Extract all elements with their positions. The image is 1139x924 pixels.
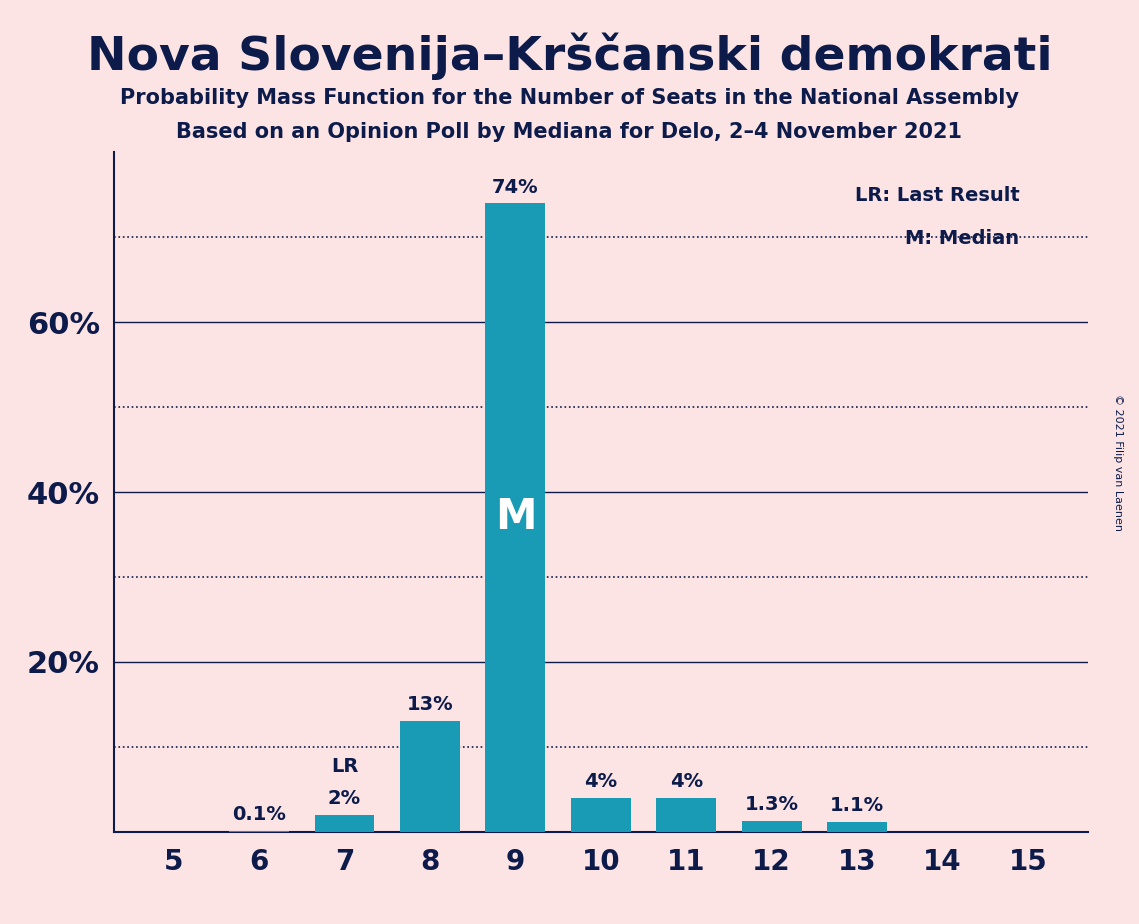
Text: Based on an Opinion Poll by Mediana for Delo, 2–4 November 2021: Based on an Opinion Poll by Mediana for … (177, 122, 962, 142)
Text: 13%: 13% (407, 696, 453, 714)
Bar (314, 815, 375, 832)
Text: 74%: 74% (492, 177, 539, 197)
Bar (741, 821, 802, 832)
Text: Probability Mass Function for the Number of Seats in the National Assembly: Probability Mass Function for the Number… (120, 88, 1019, 108)
Bar (400, 722, 460, 832)
Bar (656, 797, 716, 832)
Bar (827, 822, 887, 832)
Text: LR: LR (330, 758, 359, 776)
Text: 0.1%: 0.1% (232, 805, 286, 824)
Text: Nova Slovenija–Krščanski demokrati: Nova Slovenija–Krščanski demokrati (87, 32, 1052, 79)
Text: 4%: 4% (670, 772, 703, 791)
Text: 1.3%: 1.3% (745, 795, 798, 814)
Text: 4%: 4% (584, 772, 617, 791)
Bar (485, 203, 546, 832)
Bar (571, 797, 631, 832)
Text: © 2021 Filip van Laenen: © 2021 Filip van Laenen (1114, 394, 1123, 530)
Text: 2%: 2% (328, 789, 361, 808)
Text: M: M (494, 496, 536, 539)
Text: 1.1%: 1.1% (830, 796, 884, 816)
Text: M: Median: M: Median (906, 229, 1019, 248)
Text: LR: Last Result: LR: Last Result (854, 187, 1019, 205)
